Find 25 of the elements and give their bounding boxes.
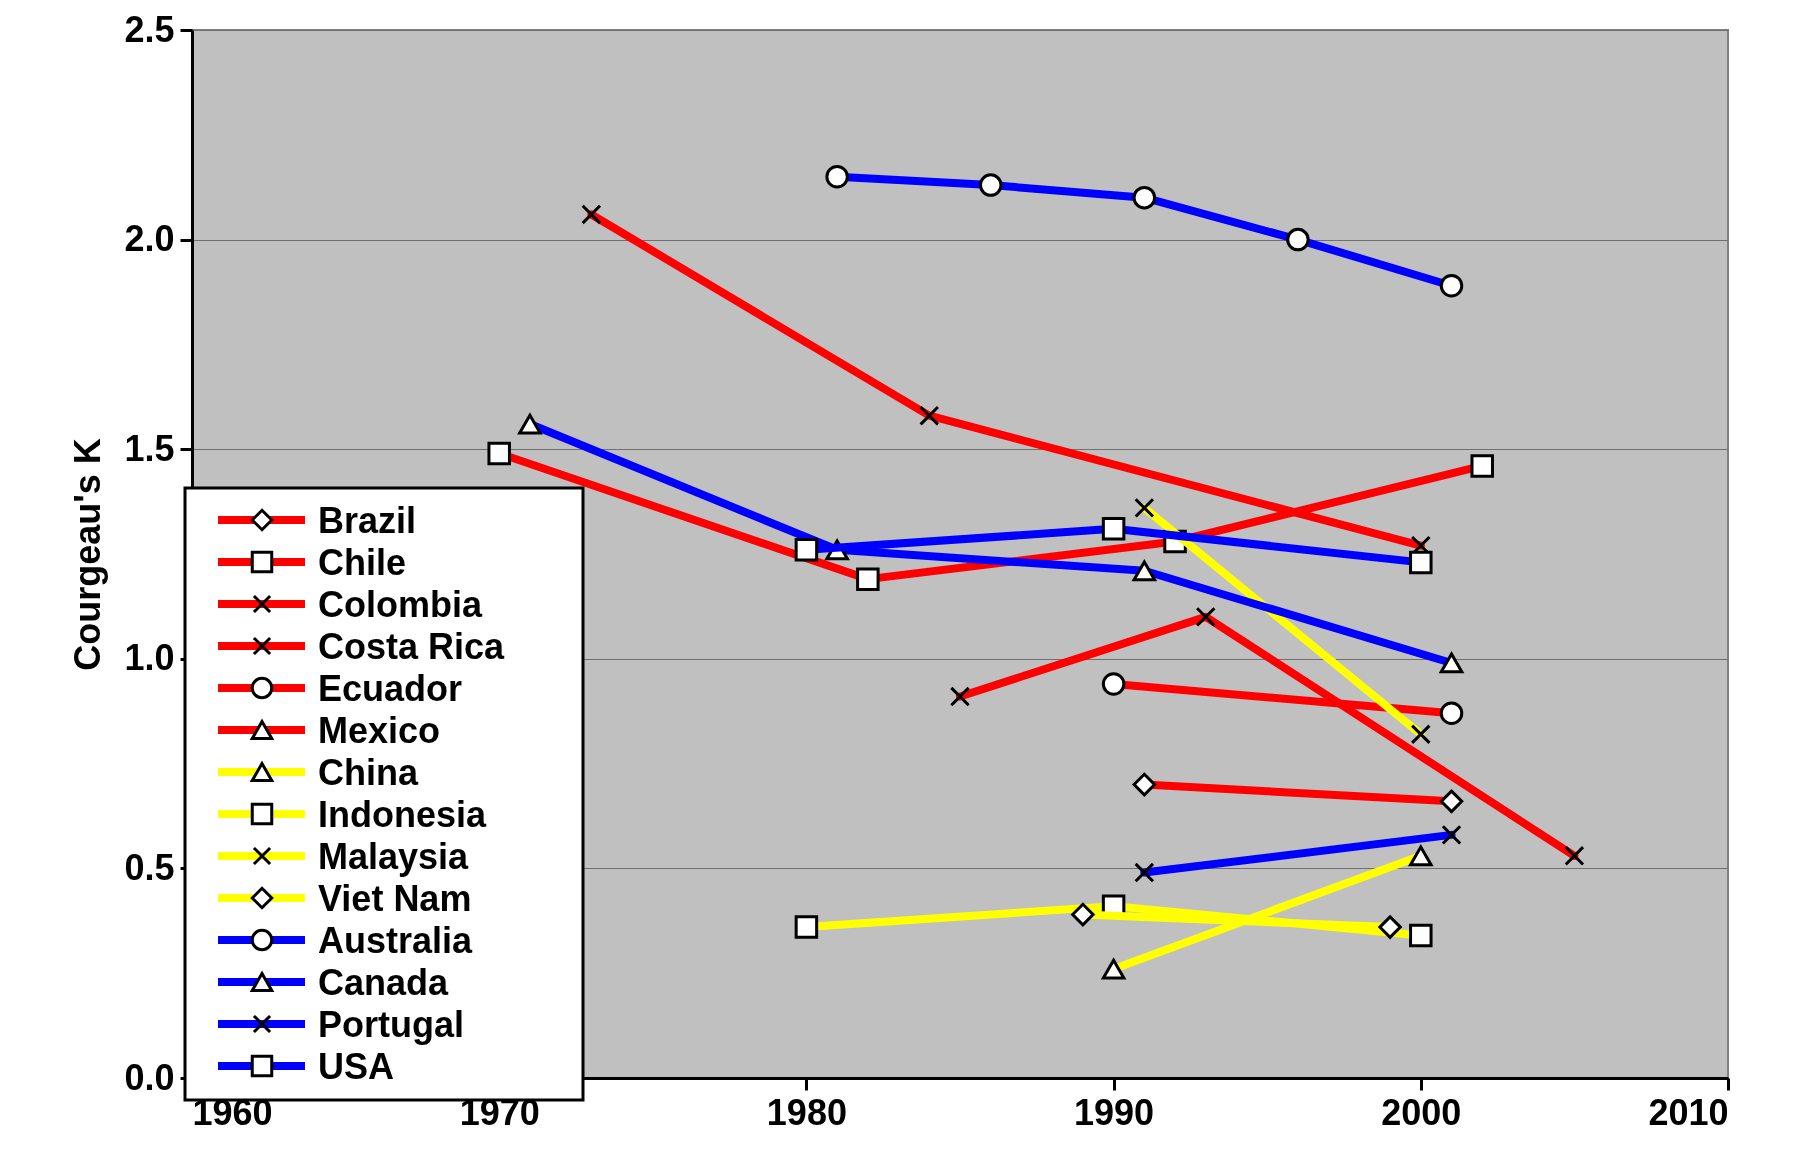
x-tick-label: 2010 bbox=[1648, 1091, 1729, 1133]
legend-label: Portugal bbox=[318, 1004, 465, 1045]
legend-label: China bbox=[318, 752, 419, 793]
y-tick-label: 0.5 bbox=[124, 846, 175, 888]
y-tick-label: 2.5 bbox=[124, 8, 175, 50]
legend-label: Costa Rica bbox=[318, 626, 506, 667]
y-tick-label: 1.0 bbox=[124, 637, 175, 679]
legend-label: Australia bbox=[318, 920, 474, 961]
legend-label: Colombia bbox=[318, 584, 483, 625]
legend-label: Ecuador bbox=[318, 668, 463, 709]
x-tick-label: 1980 bbox=[766, 1091, 847, 1133]
legend-label: Brazil bbox=[318, 500, 417, 541]
y-tick-label: 2.0 bbox=[124, 218, 175, 260]
legend-label: Mexico bbox=[318, 710, 441, 751]
legend-label: Malaysia bbox=[318, 836, 470, 877]
legend-label: USA bbox=[318, 1046, 395, 1087]
legend-label: Viet Nam bbox=[318, 878, 472, 919]
x-tick-label: 1990 bbox=[1074, 1091, 1155, 1133]
legend-label: Canada bbox=[318, 962, 450, 1003]
y-tick-label: 0.0 bbox=[124, 1056, 175, 1098]
legend-label: Indonesia bbox=[318, 794, 488, 835]
y-axis-title: Courgeau's K bbox=[67, 438, 109, 671]
legend-label: Chile bbox=[318, 542, 407, 583]
y-tick-label: 1.5 bbox=[124, 427, 175, 469]
x-tick-label: 2000 bbox=[1381, 1091, 1462, 1133]
